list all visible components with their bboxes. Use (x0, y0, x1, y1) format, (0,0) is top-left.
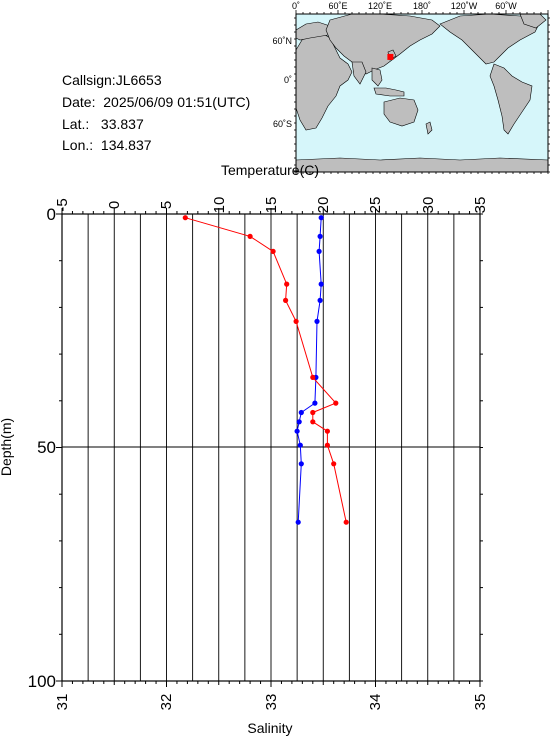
temperature-point (298, 461, 304, 467)
temp-tick-label: 35 (472, 197, 489, 214)
temp-tick-label: 5 (158, 201, 175, 209)
map-label-lon-120e: 120˚E (368, 1, 392, 11)
sal-tick-label: 32 (158, 694, 175, 711)
temperature-point (312, 400, 318, 406)
map-label-lat-0: 0˚ (284, 75, 292, 85)
land-india (351, 61, 367, 85)
station-marker (387, 53, 394, 60)
temperature-point (314, 318, 320, 324)
series-layer (182, 215, 349, 525)
salinity-point (270, 248, 276, 254)
map-label-lon-60e: 60˚E (328, 1, 347, 11)
map-right-ticks (548, 17, 550, 173)
depth-tick-label: 100 (28, 672, 56, 691)
depth-ticks (56, 213, 62, 682)
map-bottom-ticks (295, 172, 549, 174)
salinity-point (324, 442, 330, 448)
salinity-point (333, 400, 339, 406)
land-australia (383, 97, 419, 127)
land-seasia (371, 67, 383, 87)
temp-tick-label: 10 (211, 197, 228, 214)
salinity-ticks (61, 681, 481, 687)
land-antarctica (295, 157, 549, 173)
salinity-point (284, 281, 290, 287)
temperature-axis-label: Temperature(C) (221, 162, 319, 178)
temperature-point (295, 519, 301, 525)
depth-tick-label: 0 (47, 205, 56, 224)
salinity-point (182, 215, 188, 221)
sal-tick-label: 35 (472, 694, 489, 711)
temperature-point (318, 281, 324, 287)
land-newzealand (425, 121, 433, 135)
map-land (295, 13, 549, 173)
temperature-point (296, 419, 302, 425)
map-label-lat-60n: 60˚N (272, 36, 292, 46)
land-asia (325, 13, 441, 75)
salinity-line (185, 217, 347, 523)
depth-ticks-right (480, 213, 483, 682)
map-label-lon-60w: 60˚W (495, 1, 517, 11)
sal-tick-label: 34 (367, 694, 384, 711)
map-label-lat-60s: 60˚S (273, 119, 292, 129)
salinity-point (310, 409, 316, 416)
map-left-ticks (294, 17, 296, 173)
temperature-ticks (61, 208, 481, 214)
salinity-point (310, 419, 316, 425)
temp-tick-label: -5 (54, 198, 71, 211)
temp-tick-label: 25 (367, 197, 384, 214)
latitude-text: Lat.: 33.837 (62, 116, 144, 132)
salinity-point (247, 233, 253, 239)
map-label-lon-180: 180˚ (413, 1, 431, 11)
temperature-point (316, 248, 322, 254)
temperature-point (297, 442, 303, 448)
salinity-point (310, 374, 316, 380)
sal-tick-label: 33 (263, 694, 280, 711)
longitude-text: Lon.: 134.837 (62, 137, 152, 153)
temperature-point (294, 428, 300, 434)
date-text: Date: 2025/06/09 01:51(UTC) (62, 94, 251, 110)
salinity-point (293, 318, 299, 324)
depth-tick-label: 50 (37, 438, 56, 457)
temperature-point (318, 215, 324, 221)
temperature-point (298, 409, 304, 416)
temp-tick-label: 0 (106, 201, 123, 209)
salinity-point (283, 297, 289, 303)
salinity-point (343, 519, 349, 525)
map-label-lon-120w: 120˚W (451, 1, 478, 11)
map-top-ticks (295, 10, 549, 14)
temp-tick-label: 30 (420, 197, 437, 214)
temp-tick-label: 20 (315, 197, 332, 214)
sal-tick-label: 31 (54, 694, 71, 711)
salinity-point (324, 428, 330, 434)
depth-axis-label: Depth(m) (0, 418, 14, 476)
temperature-point (317, 297, 323, 303)
temperature-point (317, 233, 323, 239)
map-label-lon-0: 0˚ (292, 1, 300, 11)
land-north-america (439, 13, 541, 65)
salinity-axis-label: Salinity (247, 720, 292, 736)
callsign-text: Callsign:JL6653 (62, 72, 162, 88)
land-indonesia (373, 87, 405, 97)
salinity-point (331, 461, 337, 467)
temperature-line (296, 217, 322, 523)
world-map: 0˚ 60˚E 120˚E 180˚ 120˚W 60˚W 60˚N 0˚ 60… (272, 1, 550, 174)
land-south-america (489, 63, 533, 135)
temp-tick-label: 15 (263, 197, 280, 214)
